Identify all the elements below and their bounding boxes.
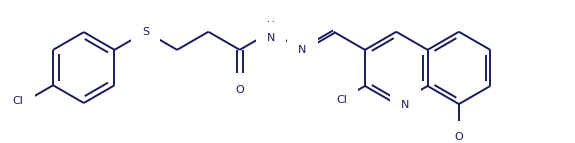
Text: N: N — [267, 33, 275, 43]
Text: Cl: Cl — [13, 96, 24, 106]
Text: H: H — [267, 21, 275, 31]
Text: N: N — [401, 100, 409, 110]
Text: N: N — [298, 45, 306, 55]
Text: Cl: Cl — [336, 95, 347, 105]
Text: O: O — [455, 132, 463, 142]
Text: O: O — [235, 85, 244, 95]
Text: S: S — [142, 27, 150, 37]
